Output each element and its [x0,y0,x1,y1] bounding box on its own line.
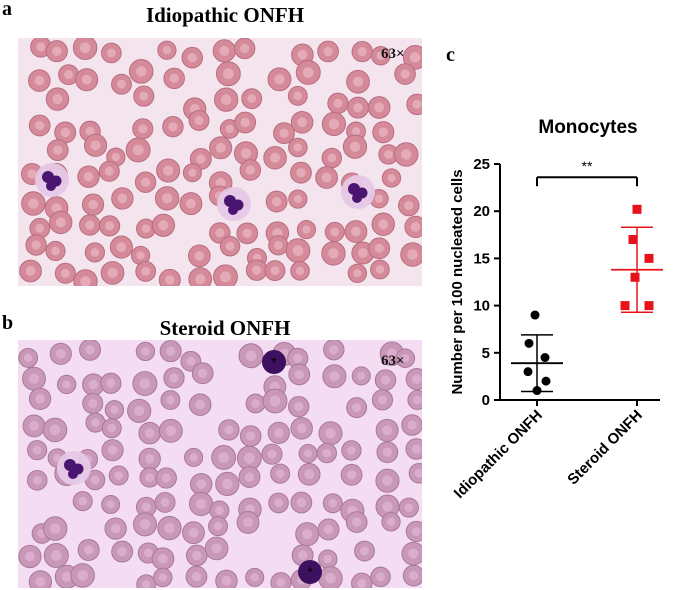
panel-b-title: Steroid ONFH [159,316,291,340]
data-point [628,235,638,245]
panel-a-magnification: 63× [381,46,405,62]
series-steroid [611,204,663,313]
data-point [644,301,654,311]
leukocyte [217,187,251,221]
leukocyte [35,163,69,197]
data-point [532,386,542,396]
panel-b-micrograph: * * [18,340,422,588]
data-point [541,376,551,386]
dark-nucleated-cell: * [298,560,322,584]
data-point [524,338,534,348]
data-point [620,301,630,311]
series-idiopathic [511,310,563,396]
data-point [530,310,540,320]
y-tick-label: 0 [482,392,490,409]
leukocyte [57,451,91,485]
panel-b-letter: b [2,312,14,334]
y-tick-label: 10 [473,298,490,315]
dark-nucleated-cell: * [262,350,286,374]
y-tick-label: 25 [473,156,490,173]
data-point [523,367,533,377]
y-tick-label: 5 [482,345,490,362]
panel-a-micrograph [18,38,422,286]
significance-label: ** [582,158,593,174]
monocytes-chart: Monocytes Number per 100 nucleated cells 0… [449,117,663,502]
y-axis-label: Number per 100 nucleated cells [449,169,466,394]
y-tick-label: 20 [473,203,490,220]
data-point [540,353,550,363]
chart-title: Monocytes [538,117,637,138]
red-blood-cells [19,38,422,286]
x-tick-label: Steroid ONFH [564,407,646,489]
data-point [644,253,654,263]
red-blood-cells [18,340,422,588]
panel-a-letter: a [2,0,12,20]
svg-text:*: * [271,354,277,370]
x-tick-label: Idiopathic ONFH [451,407,546,502]
panel-c-letter: c [446,44,455,66]
leukocyte [341,175,375,209]
data-point [632,204,642,214]
panel-a-title: Idiopathic ONFH [145,3,305,27]
svg-text:*: * [307,564,313,580]
panel-b-magnification: 63× [381,353,405,369]
y-tick-label: 15 [473,250,490,267]
data-point [630,272,640,282]
